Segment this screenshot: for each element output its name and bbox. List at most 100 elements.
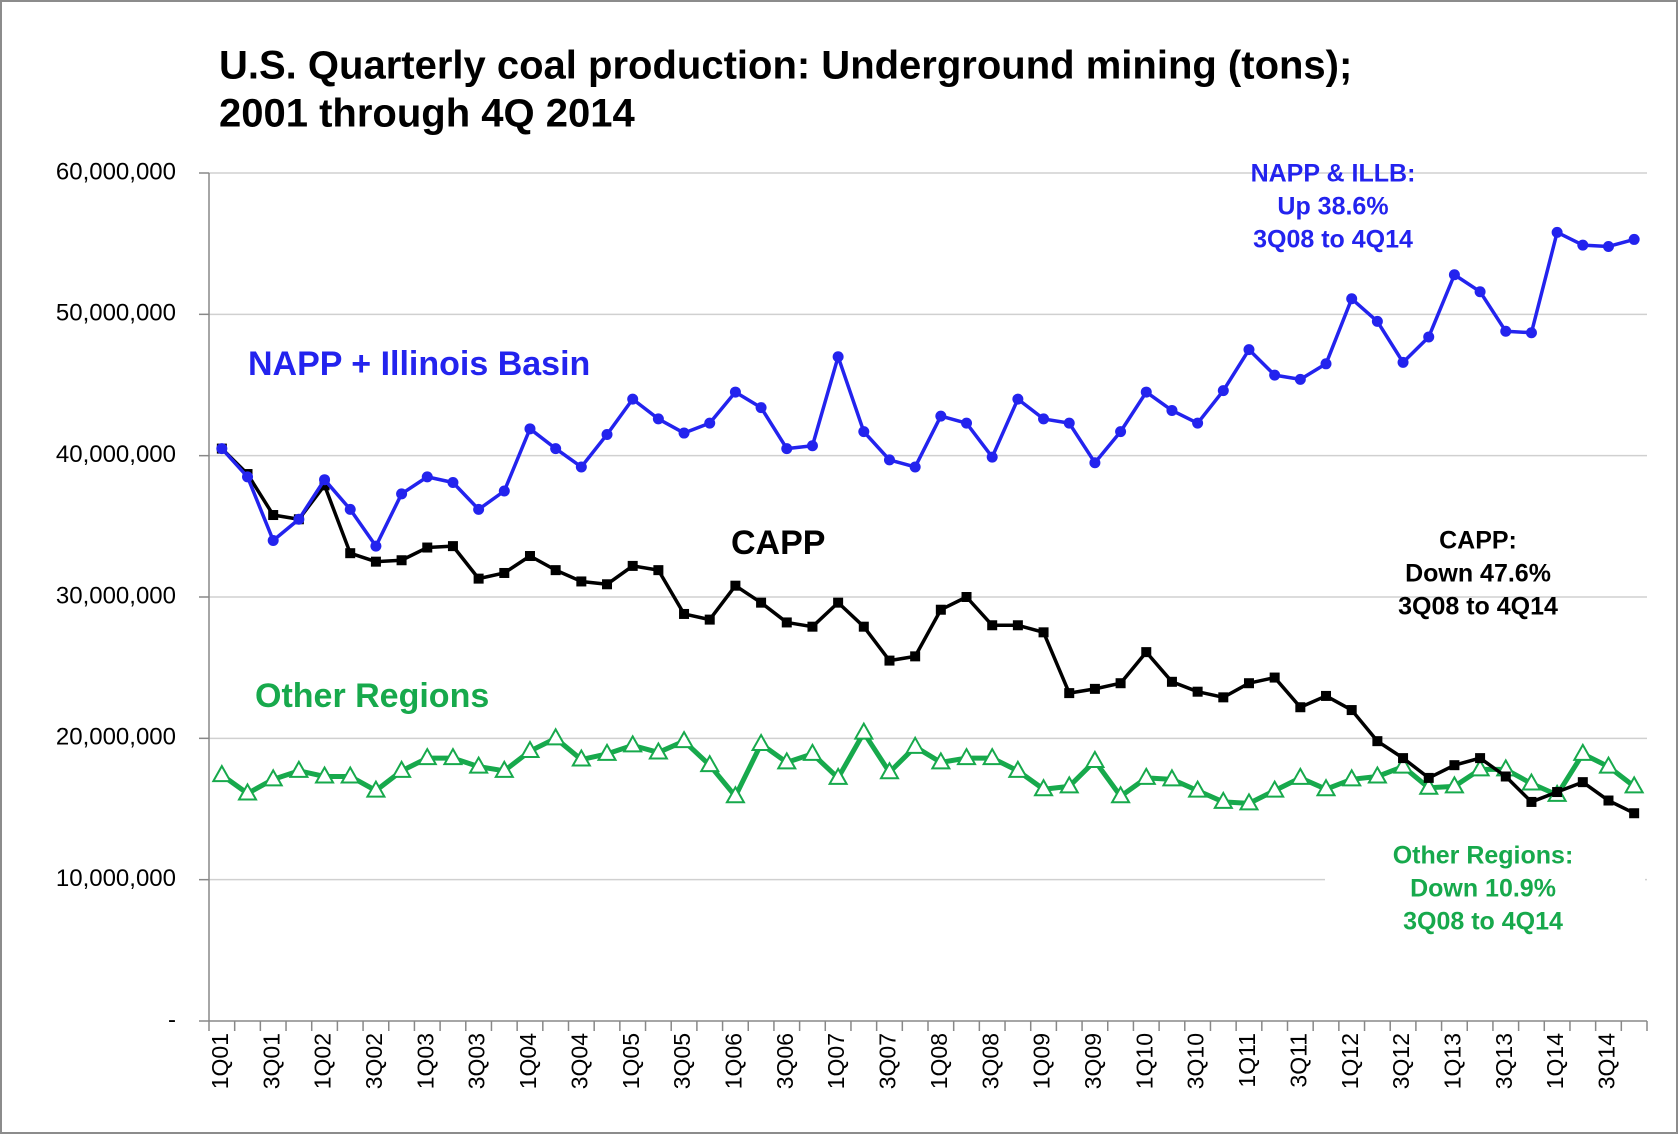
x-tick-label: 3Q14 [1594, 1033, 1620, 1089]
point [858, 621, 869, 632]
annotation: 3Q08 to 4Q14 [1253, 226, 1413, 254]
point [1448, 269, 1460, 281]
point [473, 573, 484, 584]
point [858, 426, 870, 438]
x-tick-label: 1Q13 [1439, 1033, 1465, 1089]
point [1577, 777, 1588, 788]
point [319, 474, 331, 486]
point [1166, 676, 1177, 687]
annotation: Up 38.6% [1277, 193, 1388, 221]
point [725, 785, 746, 804]
point [1213, 790, 1234, 809]
point [807, 621, 818, 632]
point [262, 768, 284, 787]
point [602, 579, 613, 590]
point [1552, 787, 1563, 798]
x-tick-label: 3Q09 [1080, 1033, 1106, 1089]
point [293, 513, 305, 525]
point [216, 443, 228, 455]
point [935, 410, 947, 422]
point [673, 730, 695, 749]
point [1397, 356, 1409, 368]
point [1469, 758, 1491, 777]
x-tick-label: 1Q06 [720, 1033, 746, 1089]
point [1444, 775, 1465, 794]
point [678, 427, 690, 439]
point [704, 614, 715, 625]
point [1623, 775, 1645, 794]
point [981, 747, 1003, 766]
point [776, 751, 797, 770]
point [314, 765, 335, 784]
chart-title: 2001 through 4Q 2014 [219, 92, 635, 136]
point [935, 604, 946, 615]
point [1089, 683, 1100, 694]
x-tick-label: 1Q11 [1234, 1033, 1260, 1088]
point [1572, 742, 1594, 761]
point [904, 735, 926, 754]
point [1218, 692, 1229, 703]
point [1423, 331, 1435, 343]
annotation: Other Regions: [1393, 842, 1574, 870]
point [627, 560, 638, 571]
point [653, 565, 664, 576]
point [447, 477, 459, 489]
point [781, 443, 793, 455]
point [545, 727, 566, 746]
y-tick-label: 50,000,000 [56, 300, 176, 327]
point [468, 755, 489, 774]
point [1628, 233, 1640, 245]
x-tick-label: 3Q05 [669, 1033, 695, 1089]
point [1187, 779, 1208, 798]
point [370, 556, 381, 567]
point [1320, 358, 1332, 370]
point [1012, 393, 1024, 405]
point [910, 651, 921, 662]
point [447, 541, 458, 552]
x-tick-label: 3Q06 [772, 1033, 798, 1089]
point [596, 742, 618, 761]
point [576, 576, 587, 587]
point [1084, 749, 1106, 768]
x-tick-label: 1Q03 [412, 1033, 438, 1089]
x-tick-label: 3Q11 [1285, 1033, 1311, 1088]
point [1346, 705, 1357, 716]
point [1521, 772, 1542, 791]
point [802, 742, 823, 761]
point [1012, 620, 1023, 631]
point [550, 443, 562, 455]
point [622, 734, 643, 753]
y-tick-label: 60,000,000 [56, 158, 176, 185]
x-tick-label: 1Q01 [207, 1033, 233, 1089]
x-tick-label: 1Q12 [1337, 1033, 1363, 1089]
x-tick-label: 3Q03 [464, 1033, 490, 1089]
point [1603, 795, 1614, 806]
x-tick-label: 1Q14 [1542, 1033, 1568, 1089]
point [1161, 768, 1183, 787]
point [781, 617, 792, 628]
series-line [220, 230, 1635, 548]
annotation-background [1325, 832, 1645, 942]
point [1110, 785, 1131, 804]
point [1269, 672, 1280, 683]
point [1577, 239, 1589, 251]
point [499, 567, 510, 578]
series-label: NAPP + Illinois Basin [248, 345, 590, 383]
point [1525, 327, 1537, 339]
point [550, 565, 561, 576]
point [1500, 771, 1511, 782]
point [1166, 404, 1178, 416]
point [340, 765, 361, 784]
point [884, 655, 895, 666]
annotation: 3Q08 to 4Q14 [1398, 593, 1558, 621]
point [1059, 775, 1080, 794]
x-tick-label: 1Q10 [1131, 1033, 1157, 1089]
point [319, 480, 330, 491]
point [1115, 426, 1127, 438]
annotation: Down 10.9% [1410, 875, 1556, 903]
point [909, 461, 921, 473]
point [704, 417, 716, 429]
x-tick-label: 3Q02 [361, 1033, 387, 1089]
